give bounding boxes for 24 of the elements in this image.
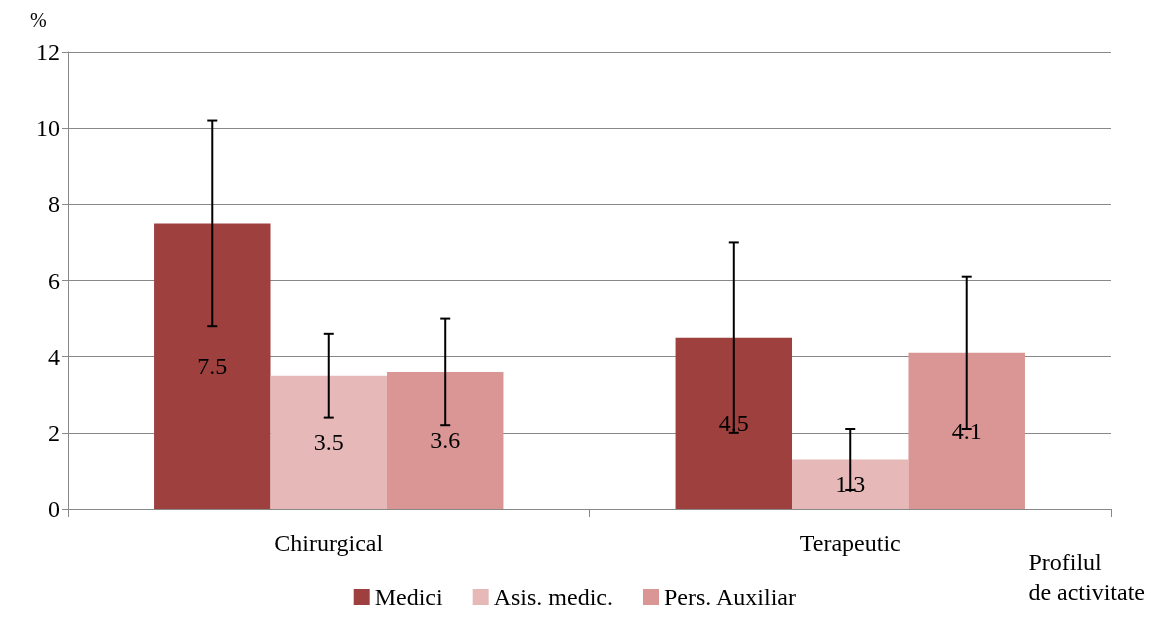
- bar: [154, 223, 271, 509]
- legend-label: Asis. medic.: [493, 584, 613, 610]
- bar: [792, 459, 909, 509]
- data-label: 3.6: [430, 427, 461, 454]
- x-tick-label: Terapeutic: [799, 530, 901, 556]
- data-label: 7.5: [197, 353, 228, 380]
- y-tick-label: 8: [48, 191, 60, 218]
- y-tick-label: 12: [36, 39, 60, 65]
- data-label: 4.1: [951, 417, 982, 444]
- legend-label: Pers. Auxiliar: [663, 584, 796, 610]
- y-tick-label: 2: [48, 419, 60, 446]
- y-tick-label: 10: [36, 115, 60, 142]
- y-tick-label: 0: [48, 496, 60, 522]
- bar: [908, 352, 1025, 509]
- y-axis-title: %: [30, 9, 47, 31]
- y-tick-label: 6: [48, 267, 60, 294]
- bar: [270, 375, 387, 509]
- x-axis-title: Profilul de activitate: [1028, 549, 1146, 605]
- y-tick-label: 4: [48, 343, 60, 370]
- x-tick-label: Chirurgical: [274, 530, 384, 556]
- bar: [386, 371, 504, 509]
- legend-label: Medici: [374, 584, 444, 610]
- bar: [675, 337, 793, 509]
- data-label: 3.5: [313, 429, 344, 456]
